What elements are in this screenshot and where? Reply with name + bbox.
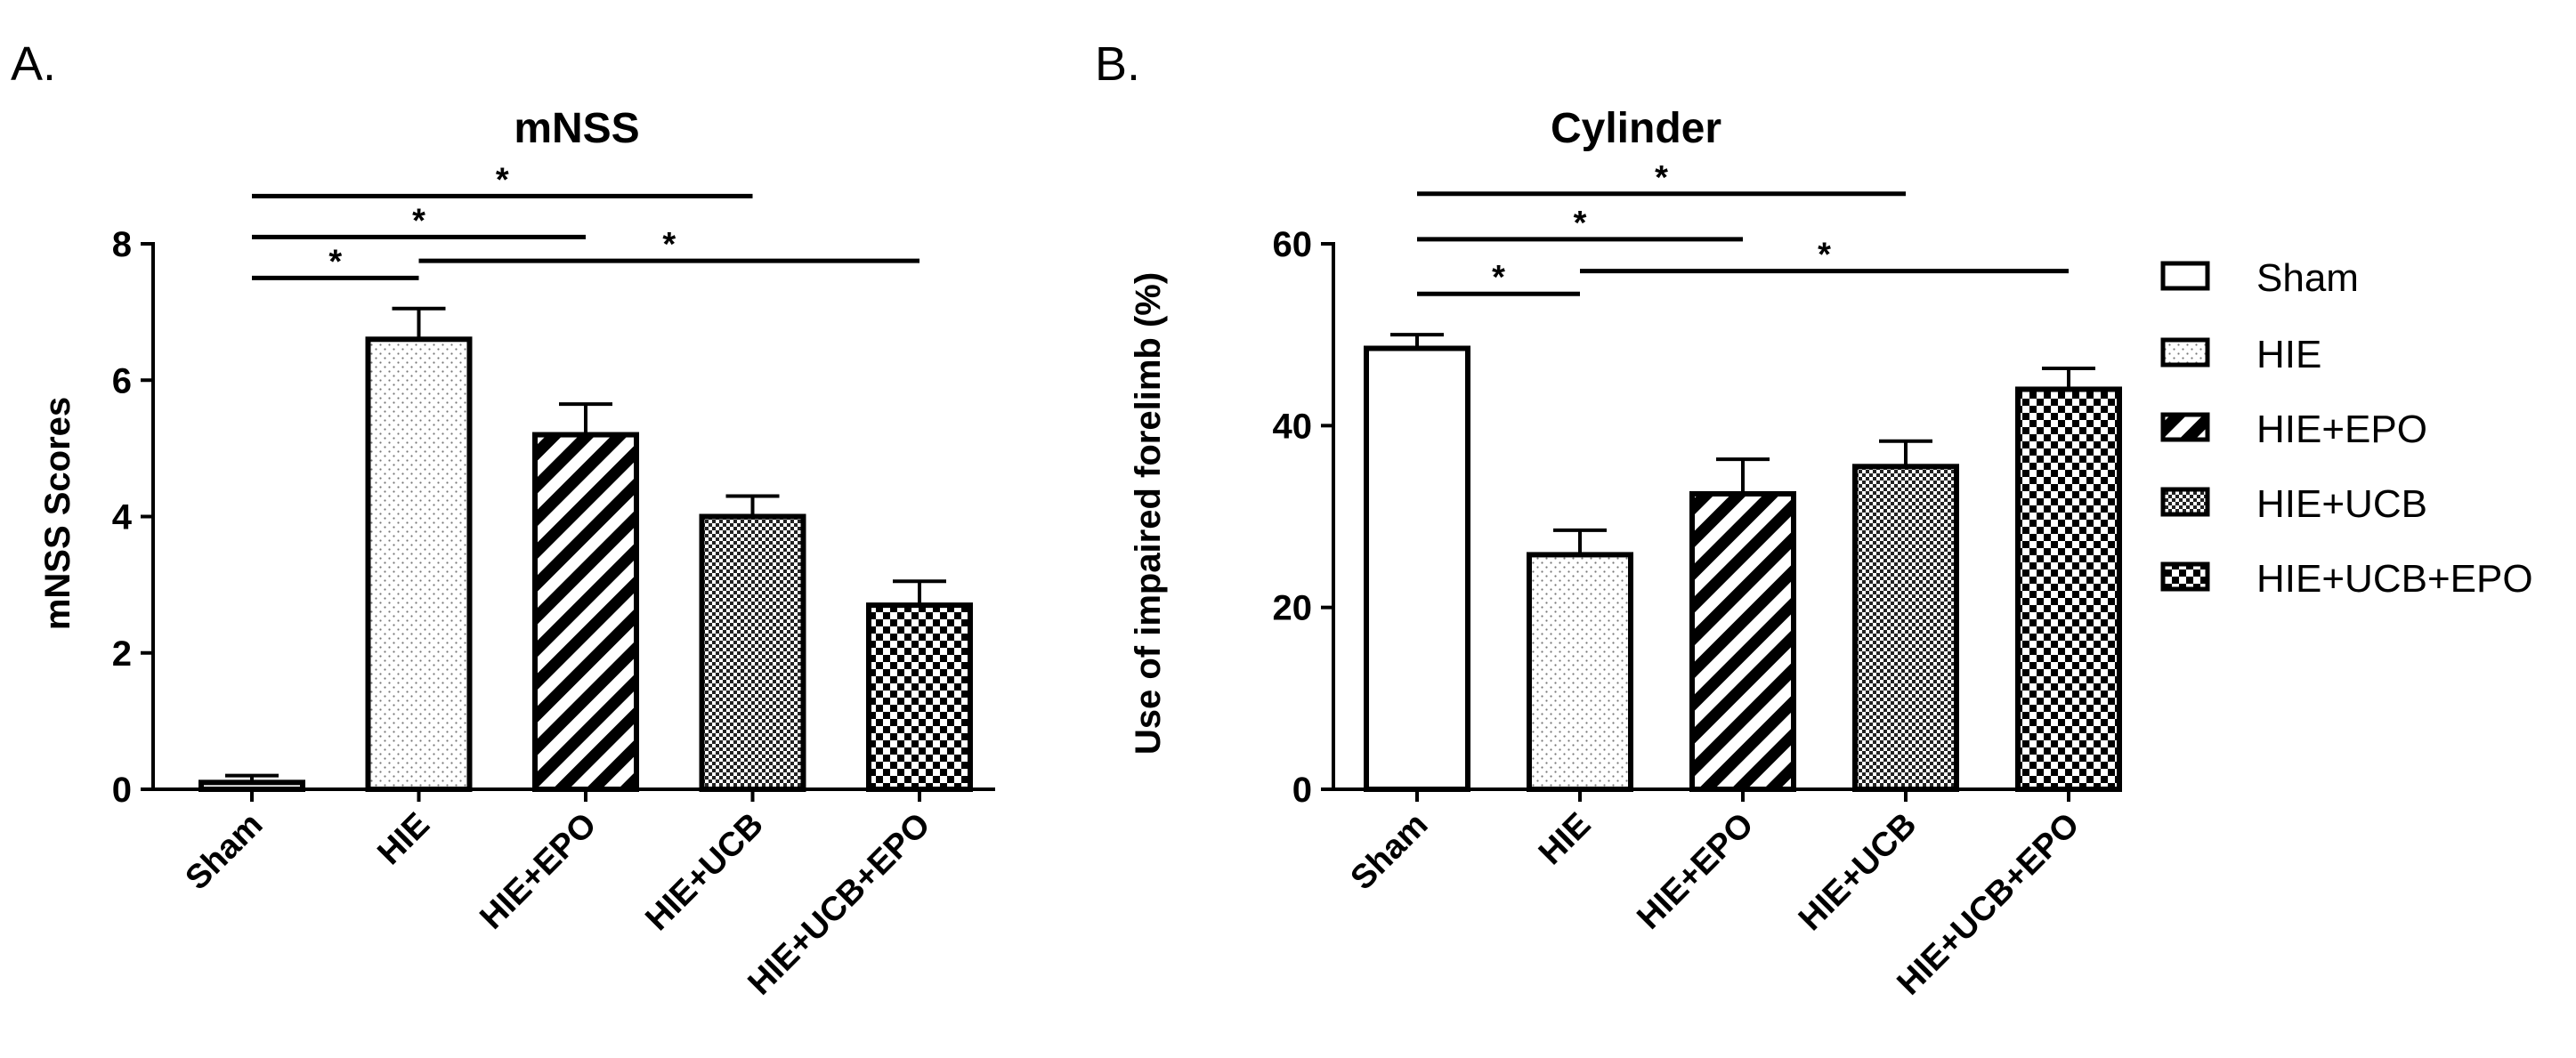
x-tick-label-a-hie-ucb: HIE+UCB (638, 806, 770, 938)
legend: Sham HIE HIE+EPO HIE+UCB HIE+UCB+EPO (2160, 256, 2533, 601)
x-tick-label-a-hie: HIE (370, 806, 437, 873)
significance-star-b-2: * (1655, 159, 1668, 197)
bar-b-hie-ucb-epo (2015, 386, 2122, 792)
chart-title-a: mNSS (514, 105, 639, 152)
significance-star-a-1: * (412, 202, 425, 239)
bar-b-sham (1364, 345, 1470, 792)
legend-item-hie-ucb-epo: HIE+UCB+EPO (2160, 557, 2533, 601)
bar-b-hie (1527, 552, 1633, 792)
legend-swatch-hie-ucb-epo (2160, 561, 2210, 592)
x-tick-label-a-hie-epo: HIE+EPO (473, 806, 603, 937)
bar-a-hie-epo (532, 432, 639, 792)
bar-a-hie-ucb (699, 513, 806, 792)
x-tick-label-b-hie-epo: HIE+EPO (1630, 806, 1761, 937)
panel-a: A. mNSS mNSS Scores 0 2 4 6 8 Sham HIE HIE+EPO H… (11, 37, 995, 1003)
y-tick-label-b: 20 (1273, 589, 1313, 628)
y-axis-label-a: mNSS Scores (38, 397, 77, 630)
y-tick-label-b: 40 (1273, 407, 1313, 446)
legend-label-sham: Sham (2256, 256, 2359, 300)
legend-label-hie-epo: HIE+EPO (2256, 408, 2427, 451)
bar-a-hie (365, 336, 473, 792)
panel-letter-a: A. (11, 37, 56, 91)
legend-label-hie: HIE (2256, 333, 2321, 376)
y-tick-label-a: 0 (112, 771, 132, 810)
legend-swatch-sham (2160, 261, 2210, 291)
legend-label-hie-ucb: HIE+UCB (2256, 482, 2427, 526)
y-tick-label-a: 2 (112, 634, 132, 674)
x-tick-label-b-hie-ucb: HIE+UCB (1792, 806, 1924, 938)
y-tick-label-a: 6 (112, 361, 132, 400)
significance-star-b-0: * (1492, 259, 1505, 296)
legend-label-hie-ucb-epo: HIE+UCB+EPO (2256, 557, 2533, 601)
x-tick-label-b-hie: HIE (1532, 806, 1599, 873)
legend-item-hie-ucb: HIE+UCB (2160, 482, 2427, 526)
panel-letter-b: B. (1095, 37, 1140, 91)
x-tick-label-a-hie-ucb-epo: HIE+UCB+EPO (741, 806, 938, 1003)
chart-title-b: Cylinder (1551, 105, 1721, 152)
legend-item-sham: Sham (2160, 256, 2359, 300)
significance-star-a-3: * (662, 226, 676, 263)
y-tick-label-b: 60 (1273, 225, 1313, 264)
y-tick-label-a: 8 (112, 225, 132, 264)
y-axis-label-b: Use of impaired forelimb (%) (1129, 272, 1168, 755)
legend-item-hie-epo: HIE+EPO (2160, 408, 2427, 451)
panel-b: B. Cylinder Use of impaired forelimb (%)… (1095, 37, 2122, 1003)
y-tick-label-a: 4 (112, 498, 133, 537)
legend-item-hie: HIE (2160, 333, 2321, 376)
legend-swatch-hie-ucb (2160, 487, 2210, 517)
legend-swatch-hie (2160, 337, 2210, 367)
significance-star-b-1: * (1574, 205, 1587, 242)
significance-star-b-3: * (1818, 237, 1831, 274)
significance-star-a-0: * (328, 243, 342, 280)
x-tick-label-b-sham: Sham (1343, 806, 1435, 898)
bar-a-sham (198, 779, 305, 793)
significance-star-a-2: * (496, 161, 509, 198)
bar-b-hie-epo (1689, 490, 1796, 792)
legend-swatch-hie-epo (2160, 412, 2210, 442)
bar-b-hie-ucb (1852, 464, 1959, 793)
x-tick-label-a-sham: Sham (178, 806, 270, 898)
bar-a-hie-ucb-epo (866, 602, 973, 792)
y-tick-label-b: 0 (1292, 771, 1312, 810)
